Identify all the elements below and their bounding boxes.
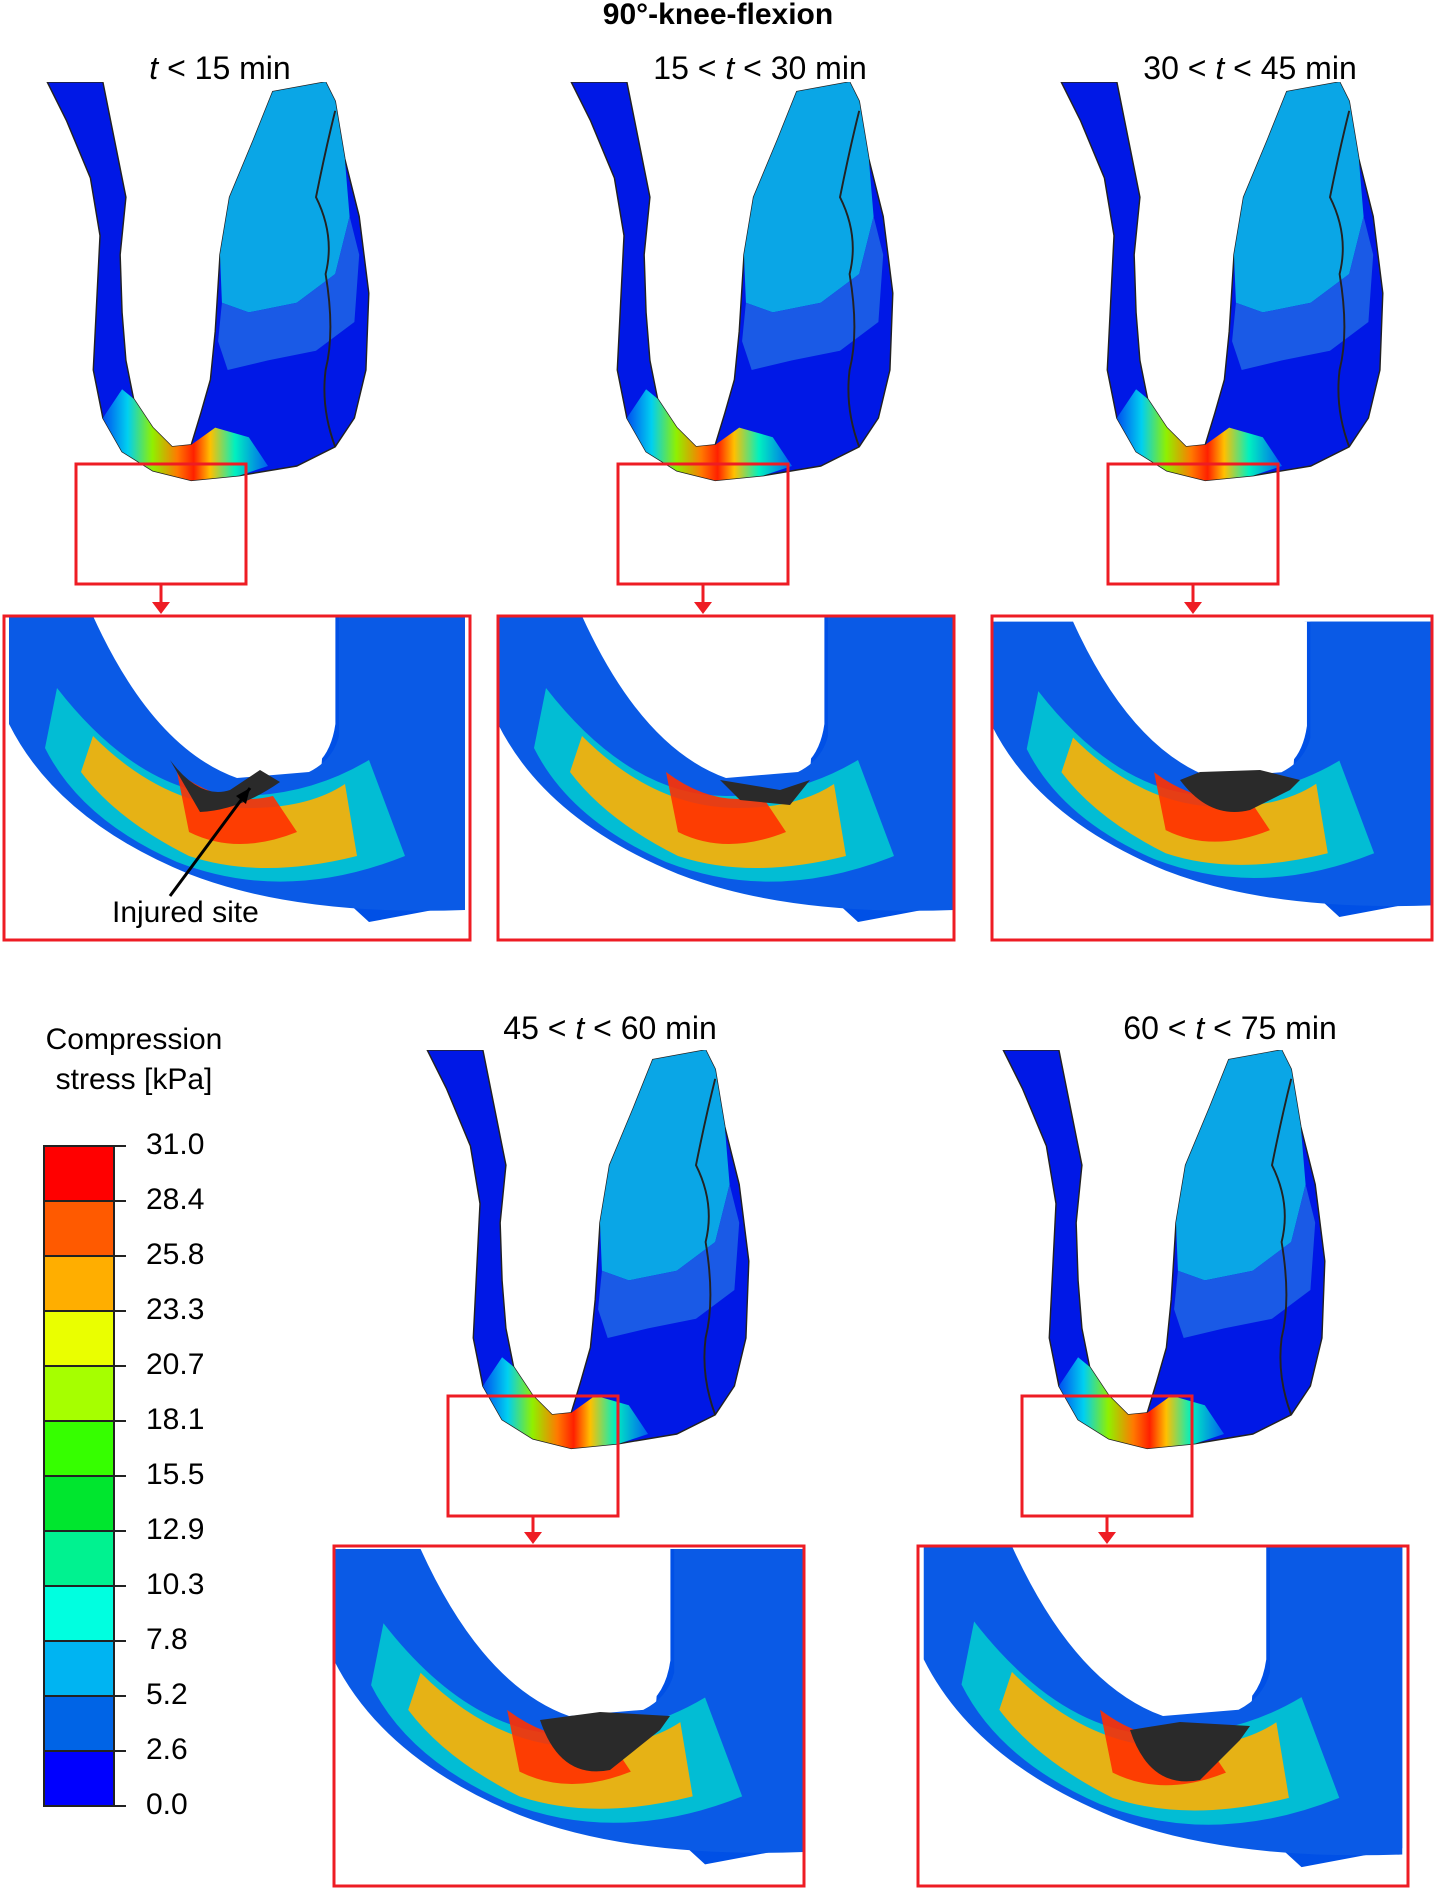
legend-swatch	[44, 1476, 114, 1531]
legend-swatch	[44, 1256, 114, 1311]
legend-swatch	[44, 1531, 114, 1586]
legend-tick-label: 5.2	[146, 1678, 188, 1711]
legend-title: Compression stress [kPa]	[24, 1020, 244, 1100]
legend-tick-label: 10.3	[146, 1568, 205, 1601]
legend-swatch	[44, 1641, 114, 1696]
highlight-box-2	[616, 462, 790, 586]
panel-title-4: 45 < t < 60 min	[503, 1010, 717, 1046]
zoom-panel-3	[990, 614, 1434, 942]
panel-title-3: 30 < t < 45 min	[1143, 50, 1357, 86]
panel-title-5: 60 < t < 75 min	[1123, 1010, 1337, 1046]
panel-title-1: t < 15 min	[149, 50, 291, 86]
legend-tick-label: 12.9	[146, 1513, 205, 1546]
legend-title-line1: Compression	[45, 1023, 223, 1056]
legend-title-line2: stress [kPa]	[55, 1063, 213, 1096]
legend-swatch	[44, 1696, 114, 1751]
legend-swatch	[44, 1751, 114, 1806]
legend-tick-label: 28.4	[146, 1183, 205, 1216]
highlight-box-3	[1106, 462, 1280, 586]
legend-swatch	[44, 1366, 114, 1421]
zoom-panel-5	[916, 1544, 1410, 1888]
legend-tick-label: 18.1	[146, 1403, 205, 1436]
injured-site-label: Injured site	[112, 896, 259, 929]
legend-tick-label: 20.7	[146, 1348, 205, 1381]
legend-colorbar	[43, 1145, 126, 1807]
zoom-panel-2	[496, 614, 956, 942]
legend-tick-label: 31.0	[146, 1128, 205, 1161]
legend-tick-label: 25.8	[146, 1238, 205, 1271]
legend-tick-label: 15.5	[146, 1458, 205, 1491]
arrow-3	[1184, 602, 1202, 614]
arrow-1	[152, 602, 170, 614]
legend-tick-label: 0.0	[146, 1788, 188, 1821]
panel-title-2: 15 < t < 30 min	[653, 50, 867, 86]
legend-tick-label: 2.6	[146, 1733, 188, 1766]
legend-swatch	[44, 1311, 114, 1366]
highlight-box-1	[74, 462, 248, 586]
legend-tick-label: 7.8	[146, 1623, 188, 1656]
legend-tick-label: 23.3	[146, 1293, 205, 1326]
legend-swatch	[44, 1421, 114, 1476]
zoom-panel-1	[2, 614, 472, 942]
legend-swatch	[44, 1586, 114, 1641]
zoom-panel-4	[332, 1544, 806, 1888]
arrow-2	[694, 602, 712, 614]
legend-swatch	[44, 1146, 114, 1201]
legend-swatch	[44, 1201, 114, 1256]
arrow-5	[1098, 1532, 1116, 1544]
arrow-4	[524, 1532, 542, 1544]
figure-title: 90°-knee-flexion	[602, 0, 834, 31]
injured-site-arrow	[168, 787, 252, 897]
